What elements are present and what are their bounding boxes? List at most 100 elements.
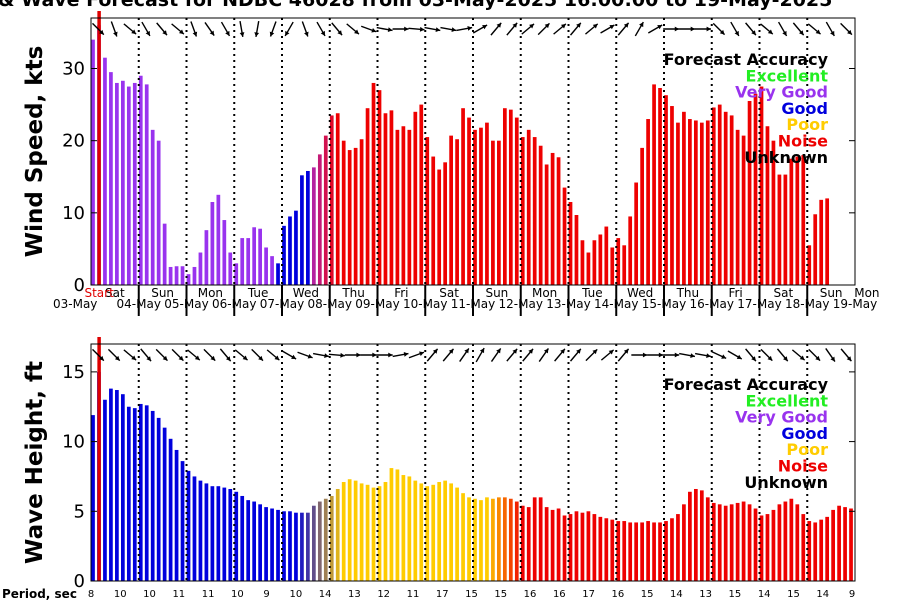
wave-direction-arrow (92, 348, 105, 362)
period-label: 16 (553, 589, 566, 600)
wave-direction-arrow (825, 348, 836, 362)
period-label: 14 (670, 589, 683, 600)
wind-bar (699, 122, 704, 285)
wind-bar (771, 140, 776, 285)
wave-bar (126, 406, 131, 581)
wind-bar (449, 135, 453, 285)
wind-bar (288, 216, 292, 285)
wave-bar (634, 522, 639, 581)
wind-bar (777, 174, 782, 285)
wave-bar (222, 487, 227, 581)
wave-bar (455, 487, 459, 581)
wind-bar (419, 104, 424, 285)
day-label: Tue (247, 286, 269, 300)
wind-bar (228, 252, 233, 285)
wind-y-axis-label: Wind Speed, kts (22, 46, 48, 258)
wave-legend-item: Poor (786, 440, 828, 459)
wave-direction-arrow (490, 348, 502, 362)
wind-direction-arrow (220, 21, 231, 37)
wind-direction-arrow (346, 23, 360, 35)
wind-bar (622, 245, 627, 285)
wind-bar (568, 202, 573, 285)
wave-bar (538, 497, 543, 581)
wave-bar (180, 461, 185, 581)
wind-bar (425, 137, 430, 285)
wave-bar (568, 514, 573, 581)
wave-bar (413, 480, 418, 581)
wave-bar (497, 497, 501, 581)
wind-direction-arrow (730, 21, 740, 37)
period-label: 11 (172, 589, 185, 600)
wind-bar (162, 223, 167, 285)
wind-direction-arrow (239, 20, 245, 38)
wind-bar (353, 147, 358, 285)
wave-bar (861, 507, 865, 581)
wind-ytick-label: 10 (62, 203, 85, 224)
wind-direction-arrow (663, 26, 680, 32)
day-label: Sun (485, 286, 508, 300)
wave-bar (264, 507, 268, 581)
wave-bar (514, 501, 519, 581)
wave-direction-arrow (281, 350, 297, 360)
wind-direction-arrow (647, 24, 663, 34)
wave-bar (449, 483, 453, 581)
date-label: 14-May (594, 297, 638, 311)
wave-bar (156, 417, 161, 581)
wave-bar (395, 469, 400, 581)
period-label: 12 (377, 589, 390, 600)
date-label: 11-May (451, 297, 495, 311)
wave-bar (246, 500, 251, 581)
wind-bar (640, 147, 644, 285)
wind-bar (676, 122, 680, 285)
wave-bar (580, 512, 585, 581)
wave-bar (335, 488, 340, 581)
wave-bar (389, 468, 394, 581)
wind-bar (711, 107, 716, 285)
wind-direction-arrow (490, 22, 502, 36)
wind-bar (556, 157, 561, 285)
wind-direction-arrow (694, 26, 711, 32)
wave-bar (789, 498, 794, 581)
wave-bar (849, 508, 853, 581)
wave-bar (347, 479, 352, 581)
wind-direction-arrow (190, 21, 198, 37)
wind-ytick-label: 30 (62, 59, 85, 80)
wave-bar (711, 502, 716, 581)
wind-bar (246, 238, 251, 285)
wind-bar (473, 129, 477, 285)
wave-bar (526, 507, 531, 581)
wind-ytick-label: 0 (74, 275, 85, 296)
period-label: 10 (290, 589, 303, 600)
wind-bar (347, 150, 352, 285)
period-label: 10 (114, 589, 127, 600)
date-label: 09-May (355, 297, 399, 311)
period-label: 14 (319, 589, 332, 600)
wind-bar (401, 126, 406, 285)
wave-ytick-label: 10 (62, 432, 85, 453)
wave-bar (192, 476, 197, 581)
wind-bar (198, 252, 203, 285)
wave-direction-arrow (840, 348, 852, 362)
period-label: 14 (816, 589, 829, 600)
wave-bar (371, 487, 376, 581)
wind-bar (126, 86, 131, 285)
wind-bar (688, 119, 692, 285)
period-label: 15 (465, 589, 478, 600)
wave-direction-arrow (808, 348, 821, 362)
wave-bar (753, 508, 758, 581)
wave-bar (598, 516, 603, 581)
wind-bar (431, 156, 436, 285)
wind-direction-arrow (825, 21, 835, 37)
wind-direction-arrow (521, 23, 535, 35)
wind-bar (180, 266, 185, 285)
wind-bar (604, 226, 609, 285)
wave-direction-arrow (297, 351, 313, 359)
wind-bar (461, 108, 465, 285)
wind-bar (479, 127, 483, 285)
day-label: Sun (151, 286, 174, 300)
wind-bar (455, 139, 459, 285)
wind-bar (395, 129, 400, 285)
wave-bar (240, 495, 245, 581)
wind-bar (520, 137, 525, 285)
wind-bar (491, 140, 495, 285)
